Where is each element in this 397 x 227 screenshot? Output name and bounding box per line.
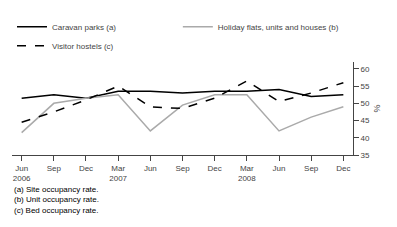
svg-text:60: 60: [361, 65, 370, 74]
svg-text:Caravan parks (a): Caravan parks (a): [52, 23, 116, 32]
svg-text:Visitor hostels (c): Visitor hostels (c): [52, 42, 114, 51]
svg-text:Jun: Jun: [273, 164, 286, 173]
svg-text:Mar2007: Mar2007: [109, 164, 127, 183]
svg-text:40: 40: [361, 134, 370, 143]
svg-text:Mar2008: Mar2008: [238, 164, 256, 183]
svg-text:Dec: Dec: [208, 164, 222, 173]
svg-text:Dec: Dec: [336, 164, 350, 173]
svg-text:45: 45: [361, 116, 370, 125]
svg-text:Sep: Sep: [304, 164, 319, 173]
svg-text:Dec: Dec: [79, 164, 93, 173]
svg-text:Jun2006: Jun2006: [13, 164, 31, 183]
svg-text:55: 55: [361, 82, 370, 91]
svg-text:Jun: Jun: [144, 164, 157, 173]
svg-text:(a) Site occupancy rate.(b) Un: (a) Site occupancy rate.(b) Unit occupan…: [14, 185, 99, 215]
svg-text:50: 50: [361, 99, 370, 108]
svg-text:35: 35: [361, 151, 370, 160]
svg-text:Sep: Sep: [47, 164, 62, 173]
svg-text:Sep: Sep: [175, 164, 190, 173]
svg-text:Holiday flats, units and house: Holiday flats, units and houses (b): [218, 23, 339, 32]
svg-text:%: %: [372, 104, 382, 112]
